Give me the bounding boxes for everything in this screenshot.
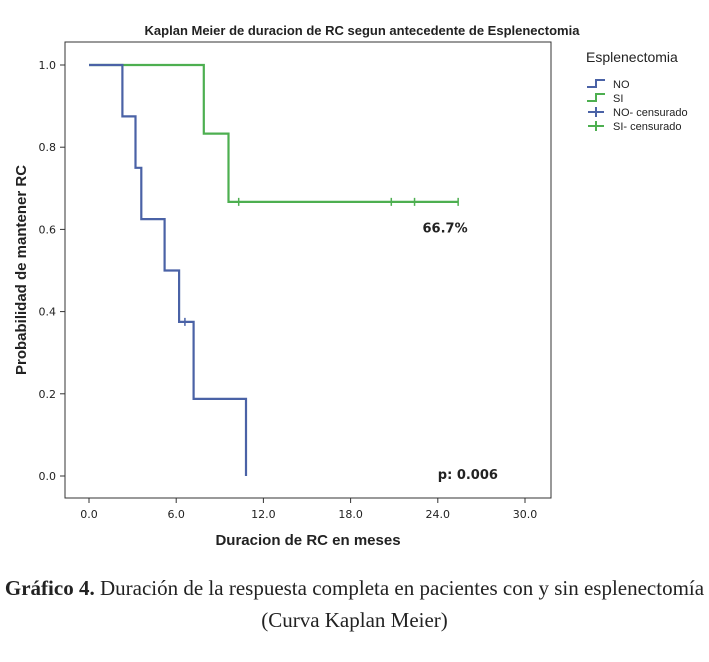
- series-line-si: [89, 63, 459, 203]
- chart-title: Kaplan Meier de duracion de RC segun ant…: [145, 23, 581, 38]
- legend-swatch-step: [587, 93, 605, 102]
- legend-swatch-step: [587, 79, 605, 88]
- legend-label: NO- censurado: [613, 107, 688, 119]
- plot-frame: [64, 41, 552, 499]
- x-tick-label: 0.0: [80, 508, 98, 521]
- x-axis: 0.0 6.0 12.0 18.0 24.0 30.0: [80, 498, 537, 521]
- x-tick-label: 24.0: [426, 508, 451, 521]
- series-layer: [89, 63, 459, 476]
- figure-caption: Gráfico 4. Duración de la respuesta comp…: [0, 572, 709, 636]
- si-survival-label: 66.7%: [423, 221, 468, 236]
- y-axis: 0.0 0.2 0.4 0.6 0.8 1.0: [39, 59, 65, 483]
- y-axis-title: Probabilidad de mantener RC: [13, 165, 30, 375]
- y-tick-label: 0.6: [39, 223, 57, 236]
- y-tick-label: 0.4: [39, 306, 57, 319]
- p-value-label: p: 0.006: [438, 468, 498, 483]
- x-tick-label: 6.0: [167, 508, 185, 521]
- caption-label: Gráfico 4.: [4, 576, 95, 600]
- caption-text: Duración de la respuesta completa en pac…: [94, 576, 705, 632]
- y-tick-label: 1.0: [39, 59, 57, 72]
- legend-label: NO: [613, 79, 630, 91]
- legend-title: Esplenectomia: [586, 49, 678, 65]
- x-axis-title: Duracion de RC en meses: [215, 532, 400, 549]
- y-tick-label: 0.2: [39, 388, 57, 401]
- y-tick-label: 0.0: [39, 470, 57, 483]
- legend: Esplenectomia NO SI NO- censurado SI- censu…: [586, 49, 688, 133]
- legend-label: SI: [613, 93, 623, 105]
- x-tick-label: 12.0: [251, 508, 276, 521]
- x-tick-label: 30.0: [513, 508, 538, 521]
- y-tick-label: 0.8: [39, 141, 57, 154]
- legend-label: SI- censurado: [613, 121, 681, 133]
- kaplan-meier-chart: Kaplan Meier de duracion de RC segun ant…: [13, 23, 688, 549]
- x-tick-label: 18.0: [338, 508, 363, 521]
- series-line-no: [89, 63, 248, 476]
